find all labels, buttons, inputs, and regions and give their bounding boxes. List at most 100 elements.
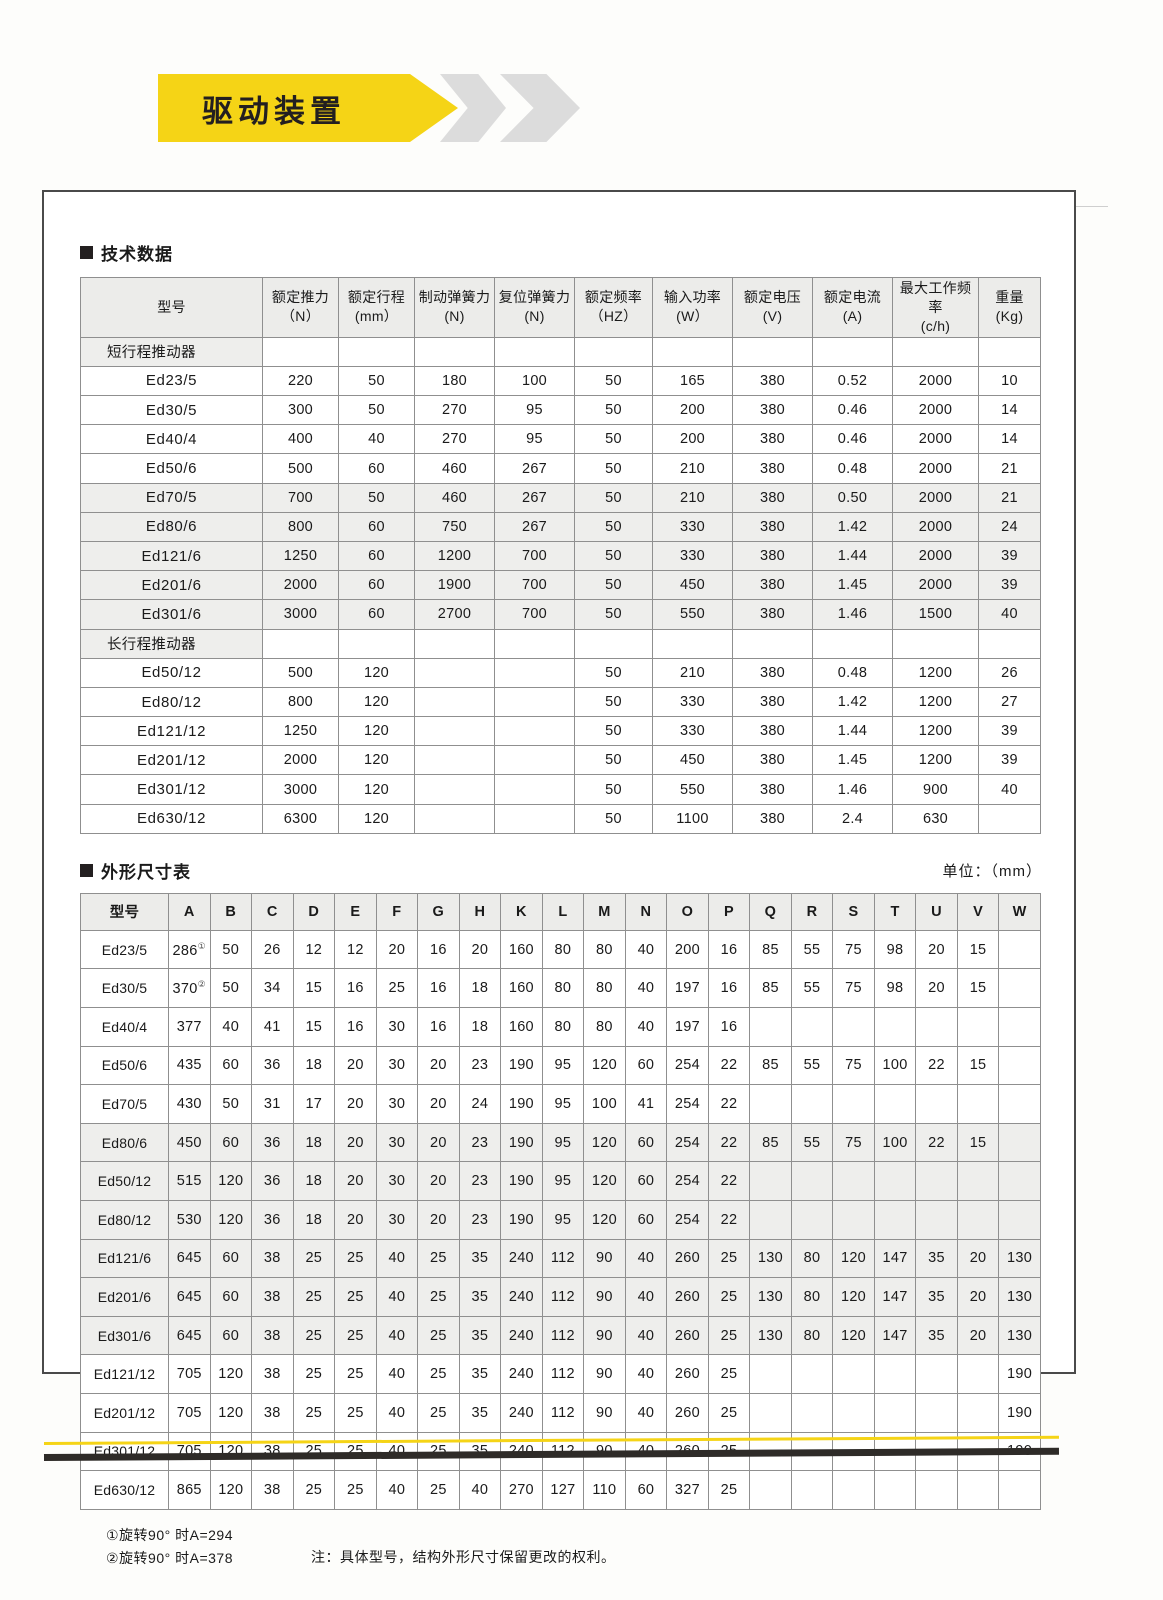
model-cell: Ed201/6 (80, 570, 263, 601)
data-cell: 26 (978, 657, 1041, 688)
data-cell: 0.52 (812, 365, 893, 397)
data-cell: 190 (500, 1122, 543, 1163)
data-cell: 30 (375, 1122, 419, 1163)
data-cell: 240 (500, 1315, 543, 1356)
data-cell: 112 (541, 1277, 585, 1317)
data-cell: 120 (338, 774, 415, 805)
data-cell (749, 1354, 792, 1394)
data-cell: 530 (168, 1200, 211, 1240)
data-cell: 2000 (892, 511, 979, 542)
data-cell: 6300 (262, 803, 339, 834)
data-cell: 110 (583, 1470, 626, 1510)
table-row: Ed40/4 377 40 41 15 16 30 16 18 160 80 80 40 197 16 (80, 1007, 1041, 1047)
data-cell: 18 (292, 1045, 336, 1086)
data-cell: 25 (334, 1354, 377, 1394)
data-cell: 36 (251, 1161, 294, 1202)
data-cell: 1250 (262, 716, 339, 747)
data-cell: 270 (414, 424, 495, 455)
data-cell: 80 (541, 968, 585, 1009)
data-cell (873, 1470, 917, 1510)
data-cell (749, 1470, 792, 1510)
data-cell: 50 (574, 511, 653, 542)
data-cell: 112 (541, 1315, 585, 1356)
model-cell: Ed301/12 (80, 774, 263, 805)
data-cell: 23 (458, 1200, 502, 1240)
data-cell: 25 (417, 1315, 460, 1356)
col-header-7: 输入功率 (W） (652, 277, 733, 338)
table-row: Ed50/6 435 60 36 18 20 30 20 23 190 95 120 60 254 22 85… (80, 1045, 1041, 1086)
data-cell: 254 (666, 1045, 709, 1086)
data-cell: 20 (334, 1045, 377, 1086)
table-row: Ed121/12 705 120 38 25 25 40 25 35 240 112 90 40 260 2… (80, 1354, 1041, 1394)
data-cell: 40 (624, 1354, 668, 1394)
data-cell: 50 (574, 686, 653, 718)
data-cell: 380 (732, 745, 813, 776)
data-cell: 260 (666, 1354, 709, 1394)
footnote-list: ①旋转90° 时A=294 ②旋转90° 时A=378 (80, 1522, 233, 1571)
data-cell: 25 (292, 1315, 336, 1356)
data-cell: 190 (998, 1392, 1041, 1433)
data-cell: 130 (998, 1238, 1041, 1279)
data-cell: 22 (707, 1084, 751, 1124)
data-cell: 500 (262, 657, 339, 688)
data-cell: 35 (915, 1315, 958, 1356)
data-cell: 40 (624, 1315, 668, 1356)
data-cell: 25 (292, 1470, 336, 1510)
footnote-2: ②旋转90° 时A=378 (106, 1549, 233, 1566)
data-cell: 25 (334, 1238, 377, 1279)
data-cell (956, 1161, 1000, 1202)
model-cell: Ed50/12 (80, 657, 263, 688)
data-cell: 500 (262, 453, 339, 484)
data-cell: 130 (749, 1238, 792, 1279)
col-header-s: S (832, 892, 875, 931)
table-row: Ed121/6 645 60 38 25 25 40 25 35 240 112 90 40 260 25 1… (80, 1238, 1041, 1279)
data-cell: 25 (707, 1238, 751, 1279)
data-cell: 80 (583, 1007, 626, 1047)
data-cell: 25 (707, 1354, 751, 1394)
empty-cell (262, 336, 339, 367)
empty-cell (338, 336, 415, 367)
table-row: Ed50/6 500 60 460 267 50 210 380 0.48 2000 21 (80, 453, 1041, 484)
data-cell: 1.46 (812, 774, 893, 805)
data-cell: 55 (790, 1045, 834, 1086)
model-cell: Ed630/12 (80, 803, 263, 834)
data-cell: 112 (541, 1392, 585, 1433)
data-cell (749, 1161, 792, 1202)
col-header-c: C (251, 892, 294, 931)
data-cell: 30 (375, 1007, 419, 1047)
data-cell: 60 (209, 1122, 253, 1163)
data-cell: 98 (873, 929, 917, 970)
data-cell: 85 (749, 1122, 792, 1163)
data-cell (998, 1200, 1041, 1240)
data-cell: 80 (583, 929, 626, 970)
data-cell (832, 1200, 875, 1240)
data-cell: 20 (458, 929, 502, 970)
data-cell: 35 (915, 1238, 958, 1279)
data-cell: 35 (458, 1277, 502, 1317)
data-cell: 200 (652, 424, 733, 455)
data-cell: 40 (338, 424, 415, 455)
data-cell: 80 (541, 1007, 585, 1047)
data-cell: 330 (652, 686, 733, 718)
data-cell: 380 (732, 716, 813, 747)
data-cell: 120 (583, 1122, 626, 1163)
data-cell: 75 (832, 1045, 875, 1086)
data-cell: 330 (652, 540, 733, 572)
data-cell: 200 (666, 929, 709, 970)
table-row: Ed301/6 645 60 38 25 25 40 25 35 240 112 90 40 260 25 1… (80, 1315, 1041, 1356)
data-cell (873, 1392, 917, 1433)
data-cell: 1200 (892, 716, 979, 747)
data-cell: 35 (458, 1238, 502, 1279)
empty-cell (892, 336, 979, 367)
data-cell: 18 (458, 968, 502, 1009)
model-cell: Ed50/12 (80, 1161, 169, 1202)
data-cell: 40 (624, 1238, 668, 1279)
data-cell: 254 (666, 1200, 709, 1240)
data-cell (956, 1470, 1000, 1510)
data-cell: 14 (978, 424, 1041, 455)
table-row: Ed301/12 3000 120 50 550 380 1.46 900 40 (80, 774, 1041, 805)
data-cell (832, 1084, 875, 1124)
empty-cell (892, 628, 979, 659)
data-cell: 20 (417, 1045, 460, 1086)
data-cell: 25 (417, 1277, 460, 1317)
